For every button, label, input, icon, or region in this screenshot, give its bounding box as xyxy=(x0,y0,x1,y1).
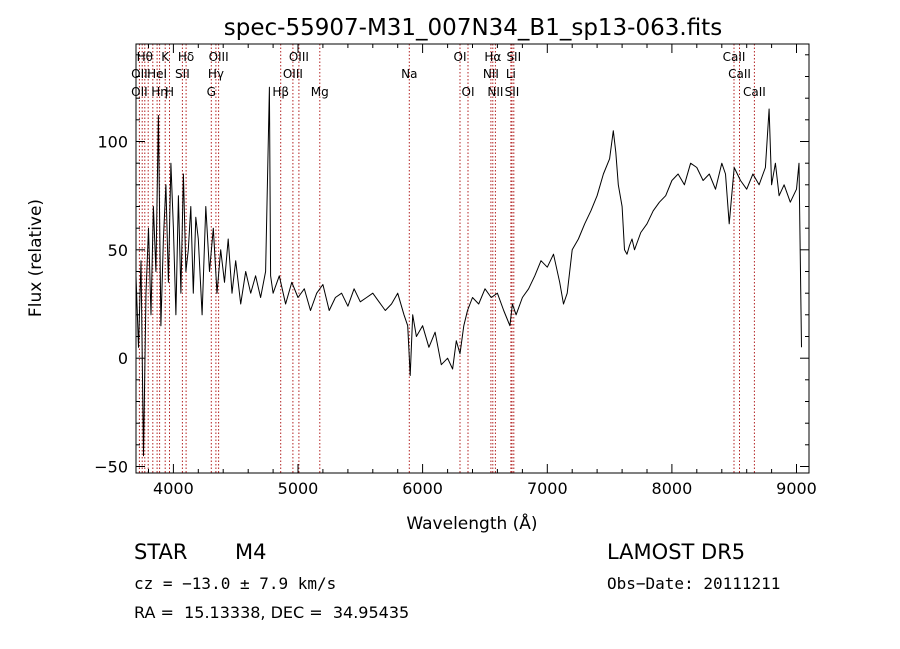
line-label-4: OIII xyxy=(289,50,309,64)
line-label-23: Mg xyxy=(311,85,329,99)
line-label-20: H xyxy=(165,85,174,99)
line-label-14: Na xyxy=(401,67,417,81)
line-label-18: OII xyxy=(131,85,148,99)
line-label-26: SII xyxy=(505,85,520,99)
x-axis-label: Wavelength (Å) xyxy=(406,512,537,534)
x-tick-label-4: 8000 xyxy=(652,479,693,498)
line-label-3: OIII xyxy=(209,50,229,64)
line-label-25: NII xyxy=(487,85,503,99)
line-label-10: HeI xyxy=(147,67,167,81)
line-label-13: OIII xyxy=(283,67,303,81)
line-label-19: Hη xyxy=(151,85,168,99)
line-label-2: Hδ xyxy=(178,50,194,64)
y-axis-label: Flux (relative) xyxy=(26,199,46,317)
spectrum-series-0 xyxy=(135,86,802,457)
line-label-5: OI xyxy=(454,50,467,64)
line-label-27: CaII xyxy=(743,85,766,99)
line-label-6: Hα xyxy=(484,50,501,64)
observation-date: Obs−Date: 20111211 xyxy=(607,574,781,593)
survey-name: LAMOST DR5 xyxy=(607,540,746,564)
line-label-24: OI xyxy=(462,85,475,99)
line-label-0: Hθ xyxy=(137,50,153,64)
chart-title: spec-55907-M31_007N34_B1_sp13-063.fits xyxy=(224,15,722,41)
x-tick-label-5: 9000 xyxy=(776,479,817,498)
line-label-1: K xyxy=(161,50,170,64)
x-tick-label-0: 4000 xyxy=(153,479,194,498)
line-label-7: SII xyxy=(506,50,521,64)
x-axis: 4000 5000 6000 7000 8000 9000 xyxy=(148,44,817,498)
y-tick-label-2: 50 xyxy=(108,241,128,260)
series-group xyxy=(135,86,802,457)
line-label-12: Hγ xyxy=(208,67,224,81)
line-label-22: Hβ xyxy=(272,85,289,99)
plot-frame xyxy=(135,43,810,474)
y-tick-label-1: 0 xyxy=(118,349,128,368)
spectral-line-markers xyxy=(138,44,755,473)
x-tick-label-2: 6000 xyxy=(402,479,443,498)
y-axis: −50 0 50 100 xyxy=(94,54,809,477)
line-label-21: G xyxy=(207,85,216,99)
sky-coordinates: RA = 15.13338, DEC = 34.95435 xyxy=(134,603,410,622)
line-label-11: SII xyxy=(175,67,190,81)
x-tick-label-3: 7000 xyxy=(527,479,568,498)
line-label-15: NII xyxy=(483,67,499,81)
line-label-9: OII xyxy=(131,67,148,81)
redshift-velocity: cz = −13.0 ± 7.9 km/s xyxy=(134,574,337,593)
object-class: STAR xyxy=(134,540,188,564)
x-tick-label-1: 5000 xyxy=(278,479,319,498)
object-subclass: M4 xyxy=(235,540,267,564)
y-tick-label-3: 100 xyxy=(97,133,128,152)
y-tick-label-0: −50 xyxy=(94,458,128,477)
line-label-17: CaII xyxy=(728,67,751,81)
line-label-16: Li xyxy=(506,67,516,81)
line-label-8: CaII xyxy=(723,50,746,64)
